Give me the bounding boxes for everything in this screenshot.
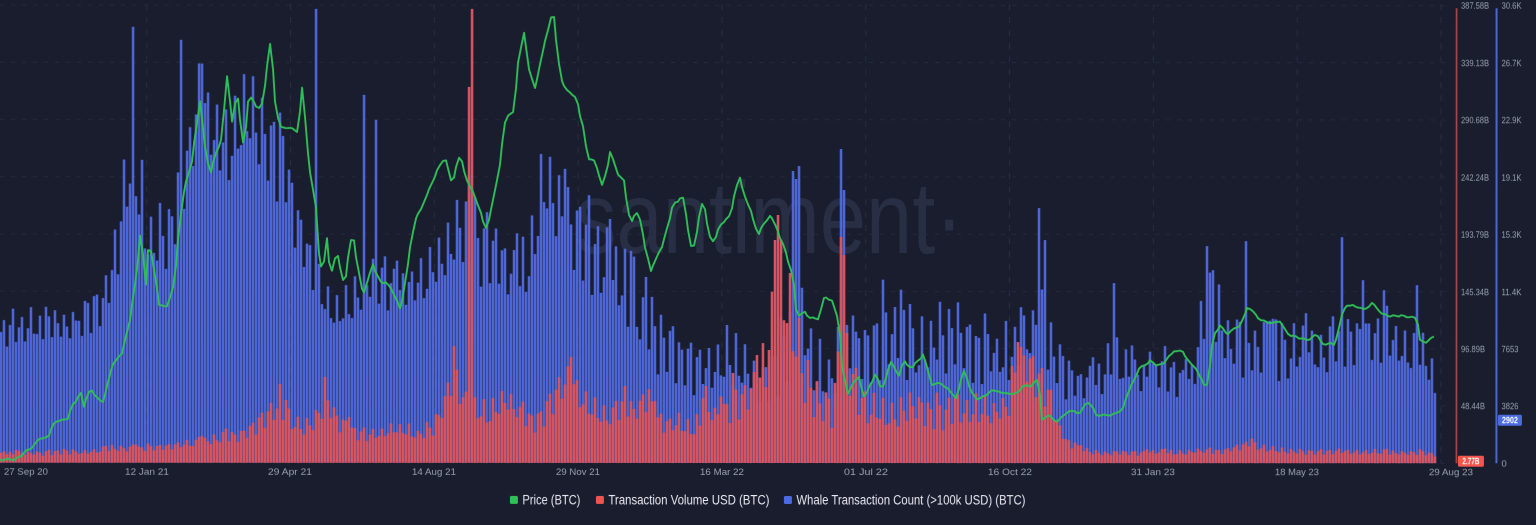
svg-text:15.3K: 15.3K xyxy=(1502,230,1523,241)
svg-text:18 May 23: 18 May 23 xyxy=(1275,467,1319,478)
svg-text:14 Aug 21: 14 Aug 21 xyxy=(412,467,456,478)
svg-text:339.13B: 339.13B xyxy=(1461,58,1489,69)
svg-text:96.89B: 96.89B xyxy=(1461,344,1485,355)
svg-text:16 Oct 22: 16 Oct 22 xyxy=(988,467,1032,478)
svg-text:48.44B: 48.44B xyxy=(1461,401,1485,412)
svg-text:3826: 3826 xyxy=(1501,401,1518,412)
svg-text:387.58B: 387.58B xyxy=(1461,1,1489,12)
svg-text:29 Aug 23: 29 Aug 23 xyxy=(1429,467,1473,478)
svg-text:0: 0 xyxy=(1501,459,1506,470)
svg-text:27 Sep 20: 27 Sep 20 xyxy=(4,467,48,478)
svg-text:290.68B: 290.68B xyxy=(1461,115,1489,126)
svg-text:29 Apr 21: 29 Apr 21 xyxy=(268,467,312,478)
svg-text:11.4K: 11.4K xyxy=(1501,287,1522,298)
svg-text:145.34B: 145.34B xyxy=(1461,287,1489,298)
svg-text:2902: 2902 xyxy=(1502,415,1518,426)
svg-text:Price (BTC): Price (BTC) xyxy=(522,492,580,507)
svg-text:01 Jul 22: 01 Jul 22 xyxy=(844,467,888,478)
svg-text:2.77B: 2.77B xyxy=(1462,456,1479,467)
svg-text:16 Mar 22: 16 Mar 22 xyxy=(700,467,744,478)
svg-text:193.79B: 193.79B xyxy=(1461,230,1489,241)
svg-text:29 Nov 21: 29 Nov 21 xyxy=(556,467,600,478)
svg-text:Transaction Volume USD (BTC): Transaction Volume USD (BTC) xyxy=(608,492,769,507)
svg-text:19.1K: 19.1K xyxy=(1502,173,1523,184)
svg-text:242.24B: 242.24B xyxy=(1461,173,1489,184)
svg-text:30.6K: 30.6K xyxy=(1502,1,1523,12)
svg-text:22.9K: 22.9K xyxy=(1502,115,1523,126)
svg-text:Whale Transaction Count (>100k: Whale Transaction Count (>100k USD) (BTC… xyxy=(796,493,1025,508)
svg-text:31 Jan 23: 31 Jan 23 xyxy=(1131,467,1175,478)
svg-text:7653: 7653 xyxy=(1501,344,1518,355)
svg-text:12 Jan 21: 12 Jan 21 xyxy=(125,467,169,478)
svg-text:26.7K: 26.7K xyxy=(1502,58,1523,69)
